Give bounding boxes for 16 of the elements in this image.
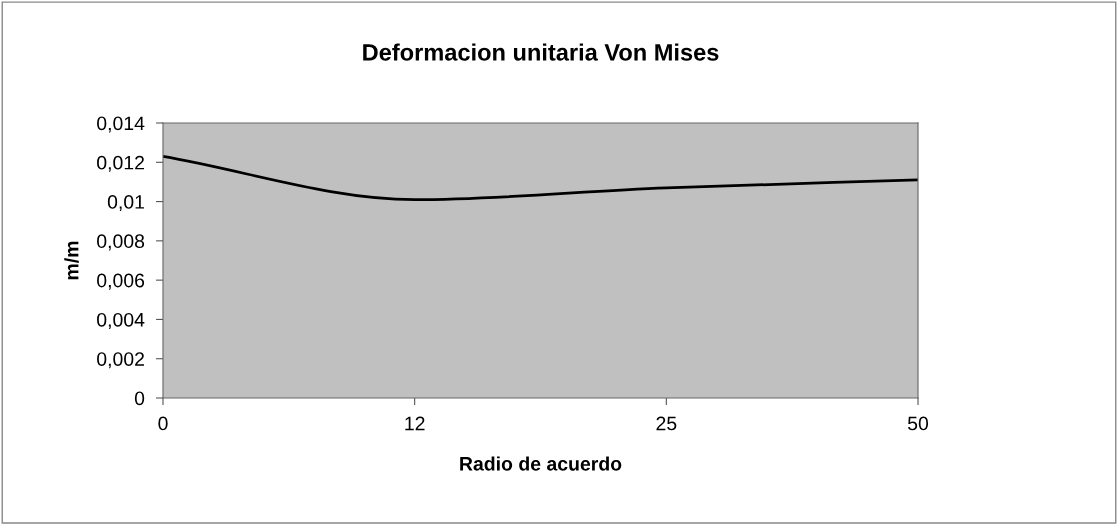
y-tick-label: 0,014 bbox=[97, 116, 145, 133]
x-axis-title: Radio de acuerdo bbox=[460, 456, 622, 471]
y-tick-label: 0,01 bbox=[107, 195, 144, 212]
y-tick-label: 0,002 bbox=[97, 352, 144, 369]
y-tick-label: 0 bbox=[134, 391, 145, 406]
y-tick-label: 0,012 bbox=[97, 155, 144, 172]
x-tick-label: 12 bbox=[405, 416, 425, 431]
x-tick-label: 0 bbox=[158, 416, 168, 431]
chart-title: Deformacion unitaria Von Mises bbox=[363, 43, 719, 61]
y-tick-label: 0,006 bbox=[97, 273, 145, 290]
x-tick-label: 25 bbox=[656, 416, 677, 431]
y-tick-label: 0,004 bbox=[97, 312, 145, 329]
line-series bbox=[163, 155, 918, 201]
y-axis-title: m/m bbox=[64, 241, 79, 280]
y-tick-label: 0,008 bbox=[97, 234, 145, 251]
x-tick-label: 50 bbox=[907, 416, 929, 431]
